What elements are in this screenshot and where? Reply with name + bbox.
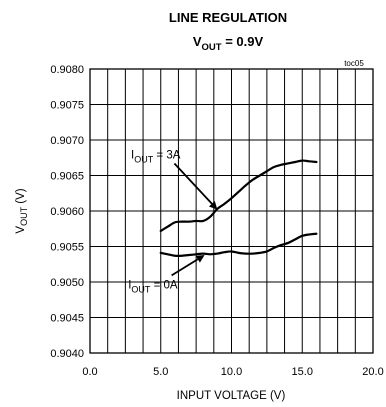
x-tick-label: 10.0: [221, 366, 242, 378]
y-tick-label: 0.9040: [50, 348, 84, 360]
grid-lines: [90, 69, 373, 353]
y-tick-labels: 0.9040 0.9045 0.9050 0.9055 0.9060 0.9065 0.90…: [50, 64, 84, 360]
figure-tag: toc05: [344, 59, 364, 68]
y-tick-label: 0.9070: [50, 135, 84, 147]
subtitle-sub: OUT: [202, 42, 222, 53]
ylabel-main: V: [15, 226, 27, 234]
y-axis-label: VOUT (V): [15, 188, 29, 233]
annotation-arrowhead-0: [208, 201, 218, 210]
series-label-main: I: [131, 149, 134, 161]
plot-frame: [89, 68, 374, 354]
series-label-0: IOUT = 3A: [131, 149, 181, 164]
x-tick-label: 0.0: [82, 366, 97, 378]
series-label-rest: = 3A: [153, 149, 181, 161]
series-label-main: I: [128, 279, 131, 291]
y-tick-label: 0.9080: [50, 64, 84, 76]
series-line-0: [159, 159, 318, 232]
y-tick-label: 0.9065: [50, 171, 84, 183]
annotation-arrow-0: [173, 162, 213, 205]
series-label-rest: = 0A: [150, 279, 178, 291]
chart-title: LINE REGULATION: [169, 10, 287, 25]
x-tick-labels: 0.0 5.0 10.0 15.0 20.0: [82, 366, 383, 378]
y-tick-label: 0.9055: [50, 242, 84, 254]
x-tick-label: 5.0: [153, 366, 168, 378]
annotation-arrowhead-1: [195, 255, 205, 263]
series-line-1: [159, 232, 318, 257]
series-label-1: IOUT = 0A: [128, 279, 178, 294]
x-axis-label: INPUT VOLTAGE (V): [177, 390, 286, 402]
y-tick-label: 0.9060: [50, 206, 84, 218]
y-tick-label: 0.9075: [50, 100, 84, 112]
annotation-arrow-1: [171, 258, 199, 277]
series-lines: [159, 159, 318, 257]
y-tick-label: 0.9050: [50, 277, 84, 289]
series-label-sub: OUT: [131, 284, 151, 294]
x-tick-label: 15.0: [292, 366, 313, 378]
x-tick-label: 20.0: [362, 366, 383, 378]
ylabel-rest: (V): [15, 188, 27, 207]
series-label-sub: OUT: [134, 154, 154, 164]
subtitle-main: V: [193, 34, 202, 49]
chart-subtitle: VOUT = 0.9V: [193, 34, 264, 53]
subtitle-rest: = 0.9V: [222, 34, 264, 49]
y-tick-label: 0.9045: [50, 313, 84, 325]
ylabel-sub: OUT: [19, 206, 29, 226]
